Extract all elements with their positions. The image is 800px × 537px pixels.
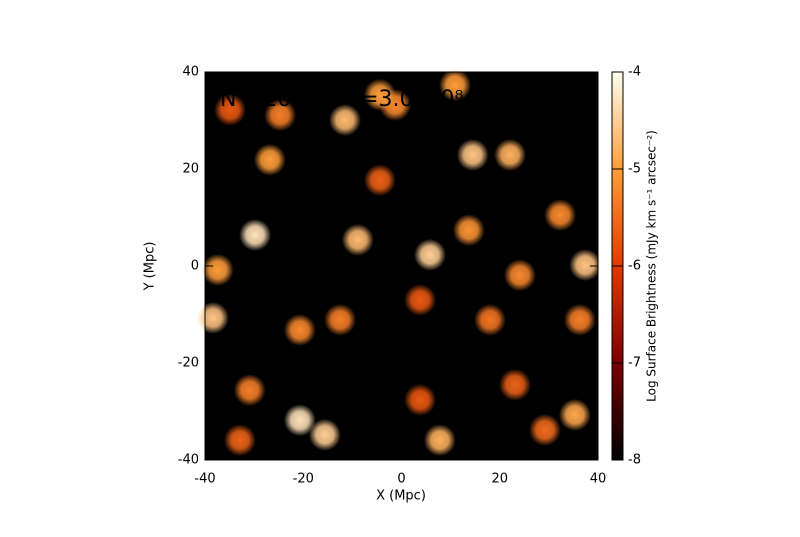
y-tick-label: 0 [191, 259, 199, 274]
blob [329, 104, 362, 137]
x-tick-label: 40 [590, 472, 607, 487]
blob [283, 314, 316, 347]
colorbar-tick-label: -5 [628, 162, 641, 177]
blob [528, 413, 561, 446]
blob [223, 424, 256, 457]
blob [503, 259, 536, 292]
blob [563, 303, 596, 336]
y-tick-label: 20 [182, 162, 199, 177]
blob [473, 303, 506, 336]
blob [498, 368, 531, 401]
blob [308, 418, 341, 451]
blobs [196, 69, 602, 457]
blob [341, 223, 374, 256]
plot-area [205, 72, 598, 460]
y-tick-label: -20 [178, 356, 199, 371]
blob [456, 138, 489, 171]
colorbar-tick-label: -6 [628, 259, 641, 274]
y-tick-label: 40 [182, 65, 199, 80]
x-tick-label: -20 [293, 472, 314, 487]
blob [494, 138, 527, 171]
blob [363, 164, 396, 197]
blob [233, 374, 266, 407]
blob [439, 69, 472, 102]
blob [452, 214, 485, 247]
blob [283, 404, 316, 437]
blob [253, 143, 286, 176]
blob [544, 199, 577, 232]
blob [239, 218, 272, 251]
blob [214, 93, 247, 126]
blob [404, 283, 437, 316]
blob [196, 301, 229, 334]
x-axis-label: X (Mpc) [376, 489, 426, 504]
annotation: N II 205μm L=3.0x10⁸ L⊙ [220, 87, 501, 112]
colorbar-tick-label: -7 [628, 356, 641, 371]
y-axis-label: Y (Mpc) [143, 242, 158, 292]
blob [201, 253, 234, 286]
blob [264, 99, 297, 132]
colorbar-tick-label: -8 [628, 453, 641, 468]
x-tick-label: 20 [491, 472, 508, 487]
blob [324, 303, 357, 336]
colorbar-label: Log Surface Brightness (mJy km s⁻¹ arcse… [645, 130, 659, 402]
blob [363, 78, 396, 111]
x-tick-label: 0 [397, 472, 405, 487]
blob [569, 249, 602, 282]
blob [413, 238, 446, 271]
y-tick-label: -40 [178, 453, 199, 468]
blob [404, 383, 437, 416]
colorbar-tick-label: -4 [628, 65, 641, 80]
blob [423, 424, 456, 457]
blob [558, 398, 591, 431]
x-tick-label: -40 [194, 472, 215, 487]
